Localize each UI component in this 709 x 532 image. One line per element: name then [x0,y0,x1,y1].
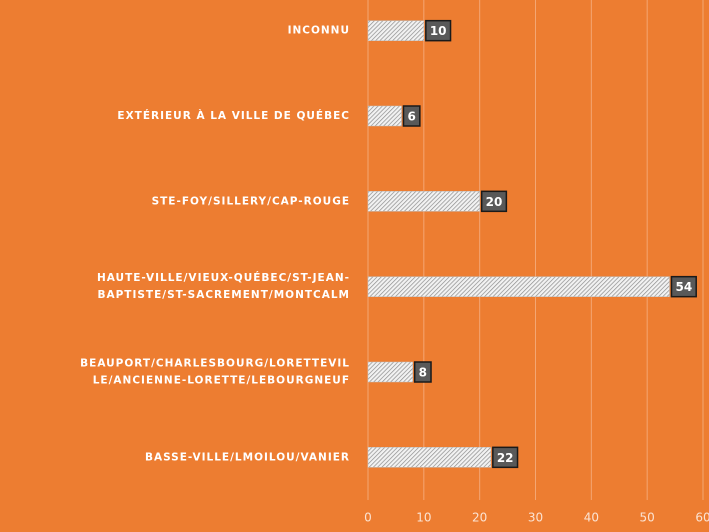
data-label: 20 [486,195,503,209]
bar [367,447,492,468]
x-tick-label: 60 [695,511,709,525]
data-label: 6 [408,110,416,124]
x-tick-label: 20 [472,511,487,525]
data-label-box [492,446,519,469]
data-label: 22 [497,451,514,465]
y-tick-label: HAUTE-VILLE/VIEUX-QUÉBEC/ST-JEAN-BAPTIST… [97,271,350,301]
x-tick-label: 40 [584,511,599,525]
bar [367,20,425,41]
bar [367,191,480,212]
y-tick-label: INCONNU [288,25,350,37]
y-tick-label: BASSE-VILLE/LMOILOU/VANIER [145,451,350,463]
x-tick-label: 50 [640,511,655,525]
bar [367,105,402,127]
data-label-box [670,275,697,298]
data-label: 10 [430,24,447,38]
data-label: 8 [419,366,427,380]
y-tick-label: EXTÉRIEUR À LA VILLE DE QUÉBEC [117,109,350,122]
data-label-box [413,361,432,383]
data-label: 54 [676,280,693,294]
data-label-box [425,19,452,42]
y-tick-label: STE-FOY/SILLERY/CAP-ROUGE [152,195,350,207]
data-label-box [480,190,508,213]
data-label-box [402,105,421,127]
bar [367,361,413,383]
x-tick-label: 0 [364,511,372,525]
bar [367,276,670,297]
x-tick-label: 30 [528,511,543,525]
x-tick-label: 10 [416,511,431,525]
y-tick-label: BEAUPORT/CHARLESBOURG/LORETTEVIL LE/ANCIE… [80,358,350,387]
